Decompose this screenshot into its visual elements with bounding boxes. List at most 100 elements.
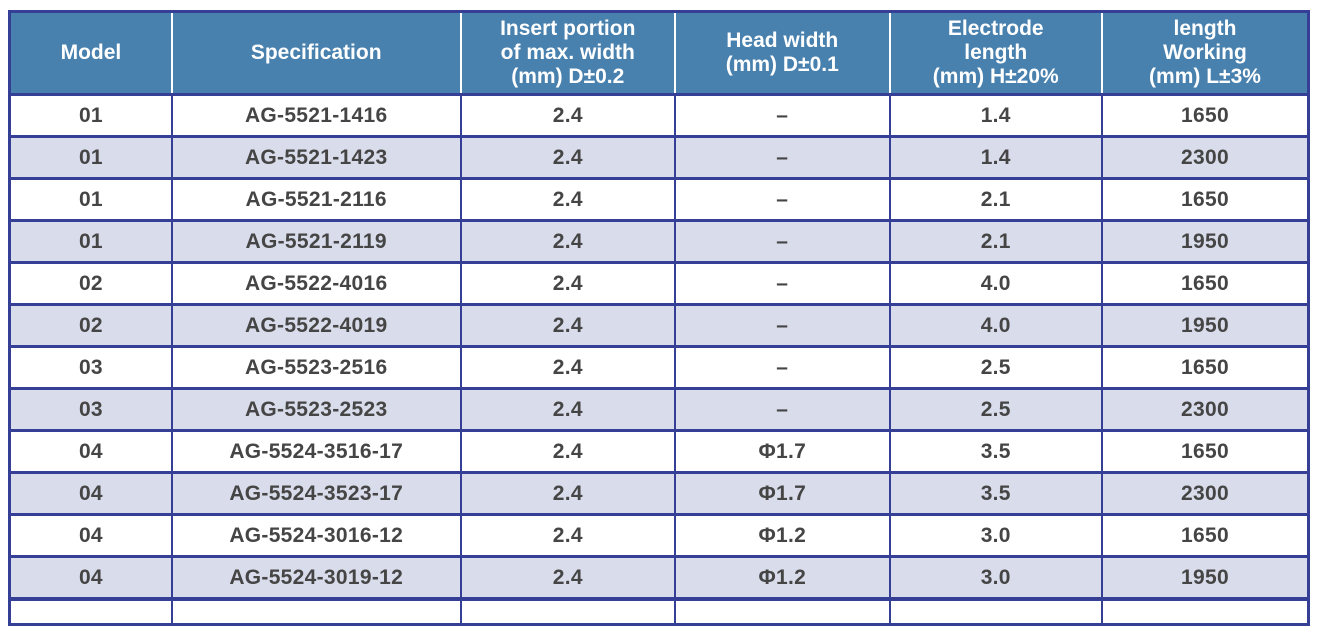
column-header-model: Model (9, 11, 172, 96)
cell-insert-width: 2.4 (459, 429, 676, 473)
cell-insert-width: 2.4 (459, 94, 676, 137)
cell-electrode-length: 3.5 (888, 471, 1102, 515)
cell-specification: AG-5521-1416 (170, 94, 461, 137)
column-header-electrode-length: Electrode length (mm) H±20% (888, 11, 1102, 96)
table-row: 02 AG-5522-4019 2.4–4.0 1950 (9, 303, 1309, 347)
cell-model: 04 (9, 429, 172, 473)
cell-specification: AG-5524-3016-12 (170, 513, 461, 557)
cell-specification: AG-5524-3019-12 (170, 555, 461, 599)
cell-model: 02 (9, 261, 172, 305)
table-row: 04 AG-5524-3523-17 2.4 Φ1.7 3.5 2300 (9, 471, 1309, 515)
cell-specification: AG-5524-3523-17 (170, 471, 461, 515)
cell-specification: AG-5523-2516 (170, 345, 461, 389)
cell-insert-width: 2.4 (459, 387, 676, 431)
cell-head-width: – (674, 261, 890, 305)
cell-model: 03 (9, 345, 172, 389)
table-row: 04 AG-5524-3516-17 2.4 Φ1.7 3.5 1650 (9, 429, 1309, 473)
cell-model: 01 (9, 219, 172, 263)
cell-model: 04 (9, 471, 172, 515)
table-row: 01 AG-5521-2119 2.4–2.1 1950 (9, 219, 1309, 263)
cell-working-length: 1950 (1100, 303, 1309, 347)
cell-head-width: – (674, 387, 890, 431)
cell-empty (459, 597, 676, 625)
column-header-working-length: length Working (mm) L±3% (1100, 11, 1309, 96)
table-row: 01 AG-5521-1423 2.4–1.4 2300 (9, 135, 1309, 179)
table-row: 03 AG-5523-2516 2.4–2.5 1650 (9, 345, 1309, 389)
column-header-insert-width: Insert portion of max. width (mm) D±0.2 (459, 11, 676, 96)
cell-electrode-length: 1.4 (888, 135, 1102, 179)
cell-head-width: – (674, 177, 890, 221)
cell-insert-width: 2.4 (459, 219, 676, 263)
cell-working-length: 2300 (1100, 471, 1309, 515)
cell-electrode-length: 1.4 (888, 94, 1102, 137)
cell-head-width: Φ1.2 (674, 513, 890, 557)
cell-electrode-length: 4.0 (888, 303, 1102, 347)
cell-electrode-length: 3.0 (888, 555, 1102, 599)
cell-specification: AG-5522-4019 (170, 303, 461, 347)
cell-working-length: 1650 (1100, 513, 1309, 557)
cell-specification: AG-5524-3516-17 (170, 429, 461, 473)
cell-working-length: 1950 (1100, 555, 1309, 599)
table-body: 01 AG-5521-1416 2.4–1.4 1650 01 AG-5521-1423 2… (9, 94, 1309, 625)
cell-head-width: – (674, 345, 890, 389)
cell-empty (9, 597, 172, 625)
cell-electrode-length: 2.5 (888, 387, 1102, 431)
cell-electrode-length: 2.1 (888, 219, 1102, 263)
cell-empty (674, 597, 890, 625)
cell-head-width: – (674, 303, 890, 347)
cell-model: 01 (78, 103, 103, 127)
cell-insert-width: 2.4 (459, 555, 676, 599)
cell-specification: AG-5521-2119 (170, 219, 461, 263)
cell-head-width: Φ1.7 (674, 471, 890, 515)
cell-electrode-length: 3.0 (888, 513, 1102, 557)
cell-insert-width: 2.4 (459, 177, 676, 221)
table-row: 02 AG-5522-4016 2.4–4.0 1650 (9, 261, 1309, 305)
spec-table-container: Model Specification Insert portion of ma… (8, 10, 1310, 626)
cell-working-length: 1650 (1100, 345, 1309, 389)
cell-model: 02 (9, 303, 172, 347)
cell-head-width: – (674, 219, 890, 263)
cell-insert-width: 2.4 (459, 345, 676, 389)
cell-model: 04 (9, 513, 172, 557)
cell-insert-width: 2.4 (459, 471, 676, 515)
header-row: Model Specification Insert portion of ma… (9, 11, 1309, 96)
cell-model: 03 (9, 387, 172, 431)
cell-head-width: Φ1.2 (674, 555, 890, 599)
cell-working-length: 2300 (1100, 387, 1309, 431)
cell-empty (888, 597, 1102, 625)
cell-working-length: 1950 (1100, 219, 1309, 263)
cell-working-length: 1650 (1100, 261, 1309, 305)
cell-head-width: Φ1.7 (674, 429, 890, 473)
cell-model: 04 (9, 555, 172, 599)
cell-empty (170, 597, 461, 625)
cell-insert-width: 2.4 (459, 135, 676, 179)
table-row: 04 AG-5524-3019-12 2.4 Φ1.2 3.0 1950 (9, 555, 1309, 599)
cell-working-length: 1650 (1100, 429, 1309, 473)
cell-electrode-length: 4.0 (888, 261, 1102, 305)
table-row: 01 AG-5521-1416 2.4–1.4 1650 (10, 94, 1309, 137)
column-header-head-width: Head width (mm) D±0.1 (674, 11, 890, 96)
cell-working-length: 1650 (1100, 177, 1309, 221)
cell-insert-width: 2.4 (459, 261, 676, 305)
cell-electrode-length: 3.5 (888, 429, 1102, 473)
cell-working-length: 1650 (1100, 94, 1309, 137)
cell-insert-width: 2.4 (459, 303, 676, 347)
cell-specification: AG-5521-1423 (170, 135, 461, 179)
table-row: 03 AG-5523-2523 2.4–2.5 2300 (9, 387, 1309, 431)
cell-working-length: 2300 (1100, 135, 1309, 179)
table-row-partial (9, 597, 1309, 625)
cell-model: 01 (9, 135, 172, 179)
table-row: 01 AG-5521-2116 2.4–2.1 1650 (9, 177, 1309, 221)
cell-specification: AG-5521-2116 (170, 177, 461, 221)
table-row: 04 AG-5524-3016-12 2.4 Φ1.2 3.0 1650 (9, 513, 1309, 557)
cell-model: 01 (9, 177, 172, 221)
cell-specification: AG-5522-4016 (170, 261, 461, 305)
cell-electrode-length: 2.1 (888, 177, 1102, 221)
cell-empty (1100, 597, 1309, 625)
cell-head-width: – (674, 94, 890, 137)
cell-head-width: – (674, 135, 890, 179)
cell-specification: AG-5523-2523 (170, 387, 461, 431)
cell-insert-width: 2.4 (459, 513, 676, 557)
column-header-specification: Specification (170, 11, 461, 96)
cell-electrode-length: 2.5 (888, 345, 1102, 389)
